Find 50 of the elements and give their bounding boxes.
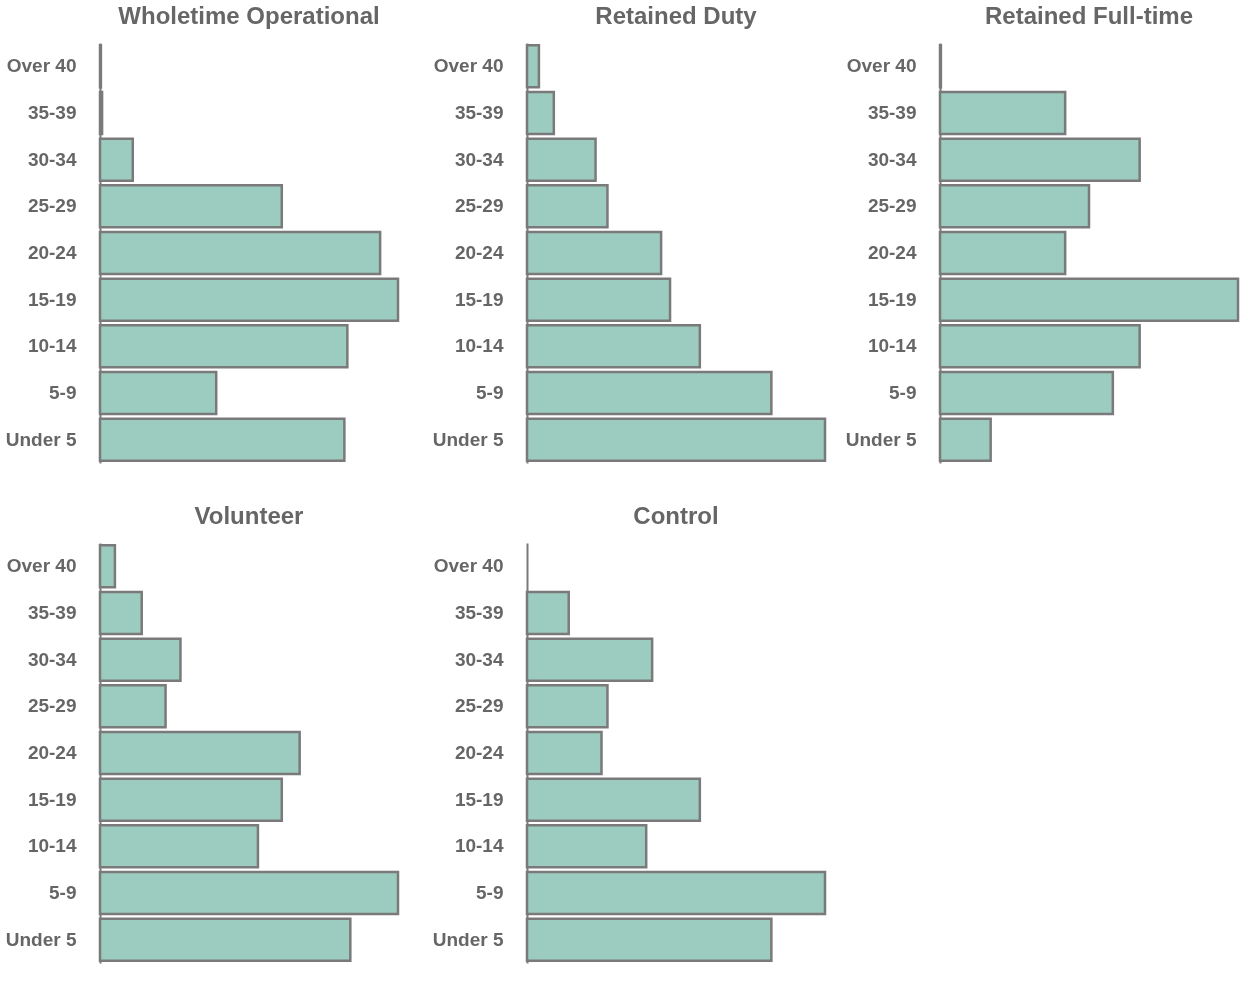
y-tick-label: 10-14 xyxy=(27,335,77,357)
y-tick-label: 5-9 xyxy=(476,382,504,403)
y-tick-label: 30-34 xyxy=(454,148,504,170)
chart-title: Wholetime Operational xyxy=(118,2,380,29)
y-tick-label: 5-9 xyxy=(49,882,77,903)
y-tick-label: Over 40 xyxy=(433,555,504,577)
y-tick-label: Under 5 xyxy=(432,928,504,950)
y-tick-label: 20-24 xyxy=(27,742,77,763)
y-tick-label: Over 40 xyxy=(6,55,77,77)
y-tick-label: 30-34 xyxy=(867,148,917,170)
y-tick-label: 30-34 xyxy=(27,148,77,170)
y-tick-label: Over 40 xyxy=(433,55,504,77)
y-tick-label: 15-19 xyxy=(454,288,504,310)
y-tick-label: Under 5 xyxy=(845,428,917,450)
y-tick-label: 35-39 xyxy=(454,102,504,123)
chart-title: Control xyxy=(633,502,719,529)
y-tick-label: 20-24 xyxy=(454,242,504,263)
y-tick-label: Over 40 xyxy=(846,55,917,77)
y-tick-label: 15-19 xyxy=(867,288,917,310)
y-tick-label: 20-24 xyxy=(27,242,77,263)
y-tick-label: 30-34 xyxy=(27,648,77,670)
y-tick-label: 25-29 xyxy=(454,195,504,217)
y-tick-label: 30-34 xyxy=(454,648,504,670)
y-tick-label: 25-29 xyxy=(867,195,917,217)
chart-title: Volunteer xyxy=(194,502,304,529)
y-tick-label: 35-39 xyxy=(454,602,504,623)
chart-title: Retained Duty xyxy=(595,2,758,29)
y-tick-label: 15-19 xyxy=(27,788,77,810)
y-tick-label: Under 5 xyxy=(5,928,77,950)
y-tick-label: 20-24 xyxy=(454,742,504,763)
chart-title: Retained Full-time xyxy=(984,2,1194,29)
y-tick-label: Over 40 xyxy=(6,555,77,577)
y-tick-label: 10-14 xyxy=(867,335,917,357)
y-tick-label: 25-29 xyxy=(27,695,77,717)
y-tick-label: 25-29 xyxy=(454,695,504,717)
y-tick-label: 15-19 xyxy=(27,288,77,310)
y-tick-label: 5-9 xyxy=(49,382,77,403)
y-tick-label: 20-24 xyxy=(867,242,917,263)
y-tick-label: 35-39 xyxy=(867,102,917,123)
y-tick-label: Under 5 xyxy=(432,428,504,450)
y-tick-label: 35-39 xyxy=(27,102,77,123)
y-tick-label: 15-19 xyxy=(454,788,504,810)
y-tick-label: 5-9 xyxy=(889,382,917,403)
y-tick-label: 35-39 xyxy=(27,602,77,623)
y-tick-label: Under 5 xyxy=(5,428,77,450)
y-tick-label: 10-14 xyxy=(27,835,77,857)
y-tick-label: 10-14 xyxy=(454,835,504,857)
y-tick-label: 25-29 xyxy=(27,195,77,217)
y-tick-label: 10-14 xyxy=(454,335,504,357)
y-tick-label: 5-9 xyxy=(476,882,504,903)
